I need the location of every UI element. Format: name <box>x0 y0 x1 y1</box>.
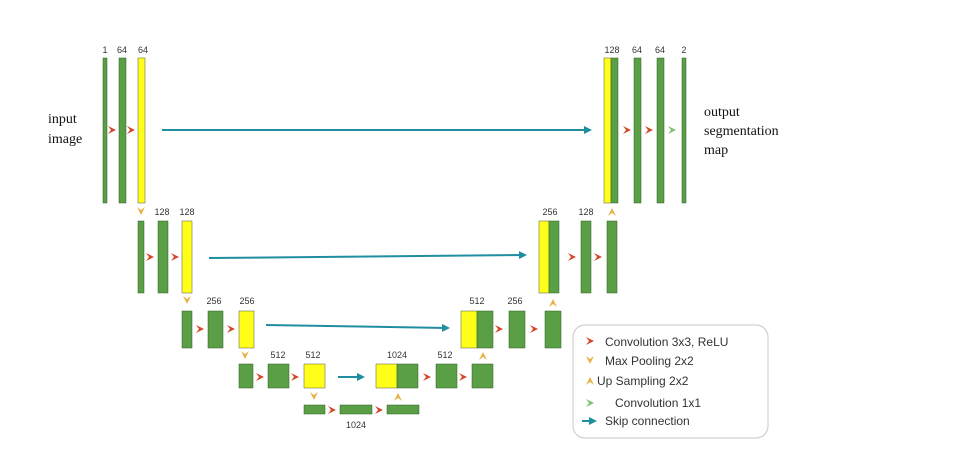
feature-map <box>137 220 145 294</box>
conv-arrow-icon <box>171 253 179 261</box>
output-label-line3: map <box>704 143 728 158</box>
conv-arrow-icon <box>328 406 336 414</box>
channel-label: 512 <box>305 350 320 360</box>
feature-map <box>633 57 642 204</box>
conv-arrow-icon <box>586 337 594 345</box>
pool-arrow-icon <box>137 207 145 215</box>
pool-arrow-icon <box>183 296 191 304</box>
feature-map <box>435 363 458 389</box>
channel-label: 128 <box>154 207 169 217</box>
feature-map <box>681 57 687 204</box>
upsample-arrow-icon <box>394 393 402 401</box>
feature-map <box>303 363 326 389</box>
conv-arrow-icon <box>423 373 431 381</box>
feature-map <box>656 57 665 204</box>
feature-map <box>339 404 373 415</box>
input-label-line2: image <box>48 132 82 147</box>
feature-map <box>118 57 127 204</box>
legend-label-upsample: Up Sampling 2x2 <box>597 374 689 388</box>
concat-yellow-map <box>603 57 612 204</box>
conv-arrow-icon <box>623 126 631 134</box>
upsample-arrow-icon <box>479 352 487 360</box>
skip-connection-arrow <box>265 323 450 332</box>
upsample-arrow-icon <box>586 377 594 385</box>
concat-green-map <box>610 57 619 204</box>
channel-label: 512 <box>270 350 285 360</box>
feature-map <box>303 404 326 415</box>
conv-arrow-icon <box>459 373 467 381</box>
feature-map <box>544 310 562 349</box>
conv-arrow-icon <box>108 126 116 134</box>
feature-map <box>137 57 146 204</box>
channel-label: 1 <box>102 45 107 55</box>
feature-map <box>157 220 169 294</box>
channel-label: 64 <box>632 45 642 55</box>
concat-green-map <box>476 310 494 349</box>
conv-arrow-icon <box>645 126 653 134</box>
conv-arrow-icon <box>127 126 135 134</box>
conv-arrow-icon <box>568 253 576 261</box>
conv-arrow-icon <box>146 253 154 261</box>
feature-map <box>508 310 526 349</box>
concat-green-map <box>548 220 560 294</box>
channel-label: 512 <box>437 350 452 360</box>
concat-green-map <box>396 363 419 389</box>
conv-arrow-icon <box>196 325 204 333</box>
conv-arrow-icon <box>375 406 383 414</box>
channel-label: 128 <box>578 207 593 217</box>
input-label-line1: input <box>48 112 77 127</box>
channel-label: 256 <box>507 296 522 306</box>
channel-label: 64 <box>117 45 127 55</box>
conv-arrow-icon <box>291 373 299 381</box>
legend-label-skip: Skip connection <box>605 414 690 428</box>
channel-label: 1024 <box>346 420 366 430</box>
feature-map <box>238 310 255 349</box>
legend-box <box>572 324 769 439</box>
legend-label-pool: Max Pooling 2x2 <box>605 354 694 368</box>
conv-arrow-icon <box>495 325 503 333</box>
legend: Convolution 3x3, ReLU Max Pooling 2x2 Up… <box>572 324 769 439</box>
channel-label: 64 <box>655 45 665 55</box>
channel-label: 2 <box>681 45 686 55</box>
conv-arrow-icon <box>227 325 235 333</box>
feature-map <box>207 310 224 349</box>
pool-arrow-icon <box>310 392 318 400</box>
concat-yellow-map <box>375 363 398 389</box>
upsample-arrow-icon <box>549 299 557 307</box>
feature-map <box>386 404 420 415</box>
channel-label: 512 <box>469 296 484 306</box>
output-label-line2: segmentation <box>704 124 779 139</box>
upsample-arrow-icon <box>608 208 616 216</box>
channel-label: 256 <box>542 207 557 217</box>
channel-label: 128 <box>179 207 194 217</box>
channel-label: 256 <box>239 296 254 306</box>
pool-arrow-icon <box>586 356 594 364</box>
legend-label-conv: Convolution 3x3, ReLU <box>605 335 728 349</box>
conv1x1-arrow-icon <box>668 126 676 134</box>
output-label-line1: output <box>704 105 740 120</box>
feature-map <box>471 363 494 389</box>
conv1x1-arrow-icon <box>586 399 594 407</box>
channel-label: 64 <box>138 45 148 55</box>
conv-arrow-icon <box>594 253 602 261</box>
feature-map <box>267 363 290 389</box>
feature-map <box>102 57 108 204</box>
pool-arrow-icon <box>241 351 249 359</box>
channel-label: 128 <box>604 45 619 55</box>
conv-arrow-icon <box>530 325 538 333</box>
legend-label-conv1x1: Convolution 1x1 <box>615 396 701 410</box>
channel-label: 256 <box>206 296 221 306</box>
feature-map <box>580 220 592 294</box>
concat-yellow-map <box>538 220 550 294</box>
feature-map <box>181 220 193 294</box>
skip-connection-arrow <box>208 251 527 260</box>
feature-map <box>606 220 618 294</box>
concat-yellow-map <box>460 310 478 349</box>
feature-map <box>181 310 193 349</box>
feature-map <box>238 363 254 389</box>
conv-arrow-icon <box>256 373 264 381</box>
channel-label: 1024 <box>387 350 407 360</box>
